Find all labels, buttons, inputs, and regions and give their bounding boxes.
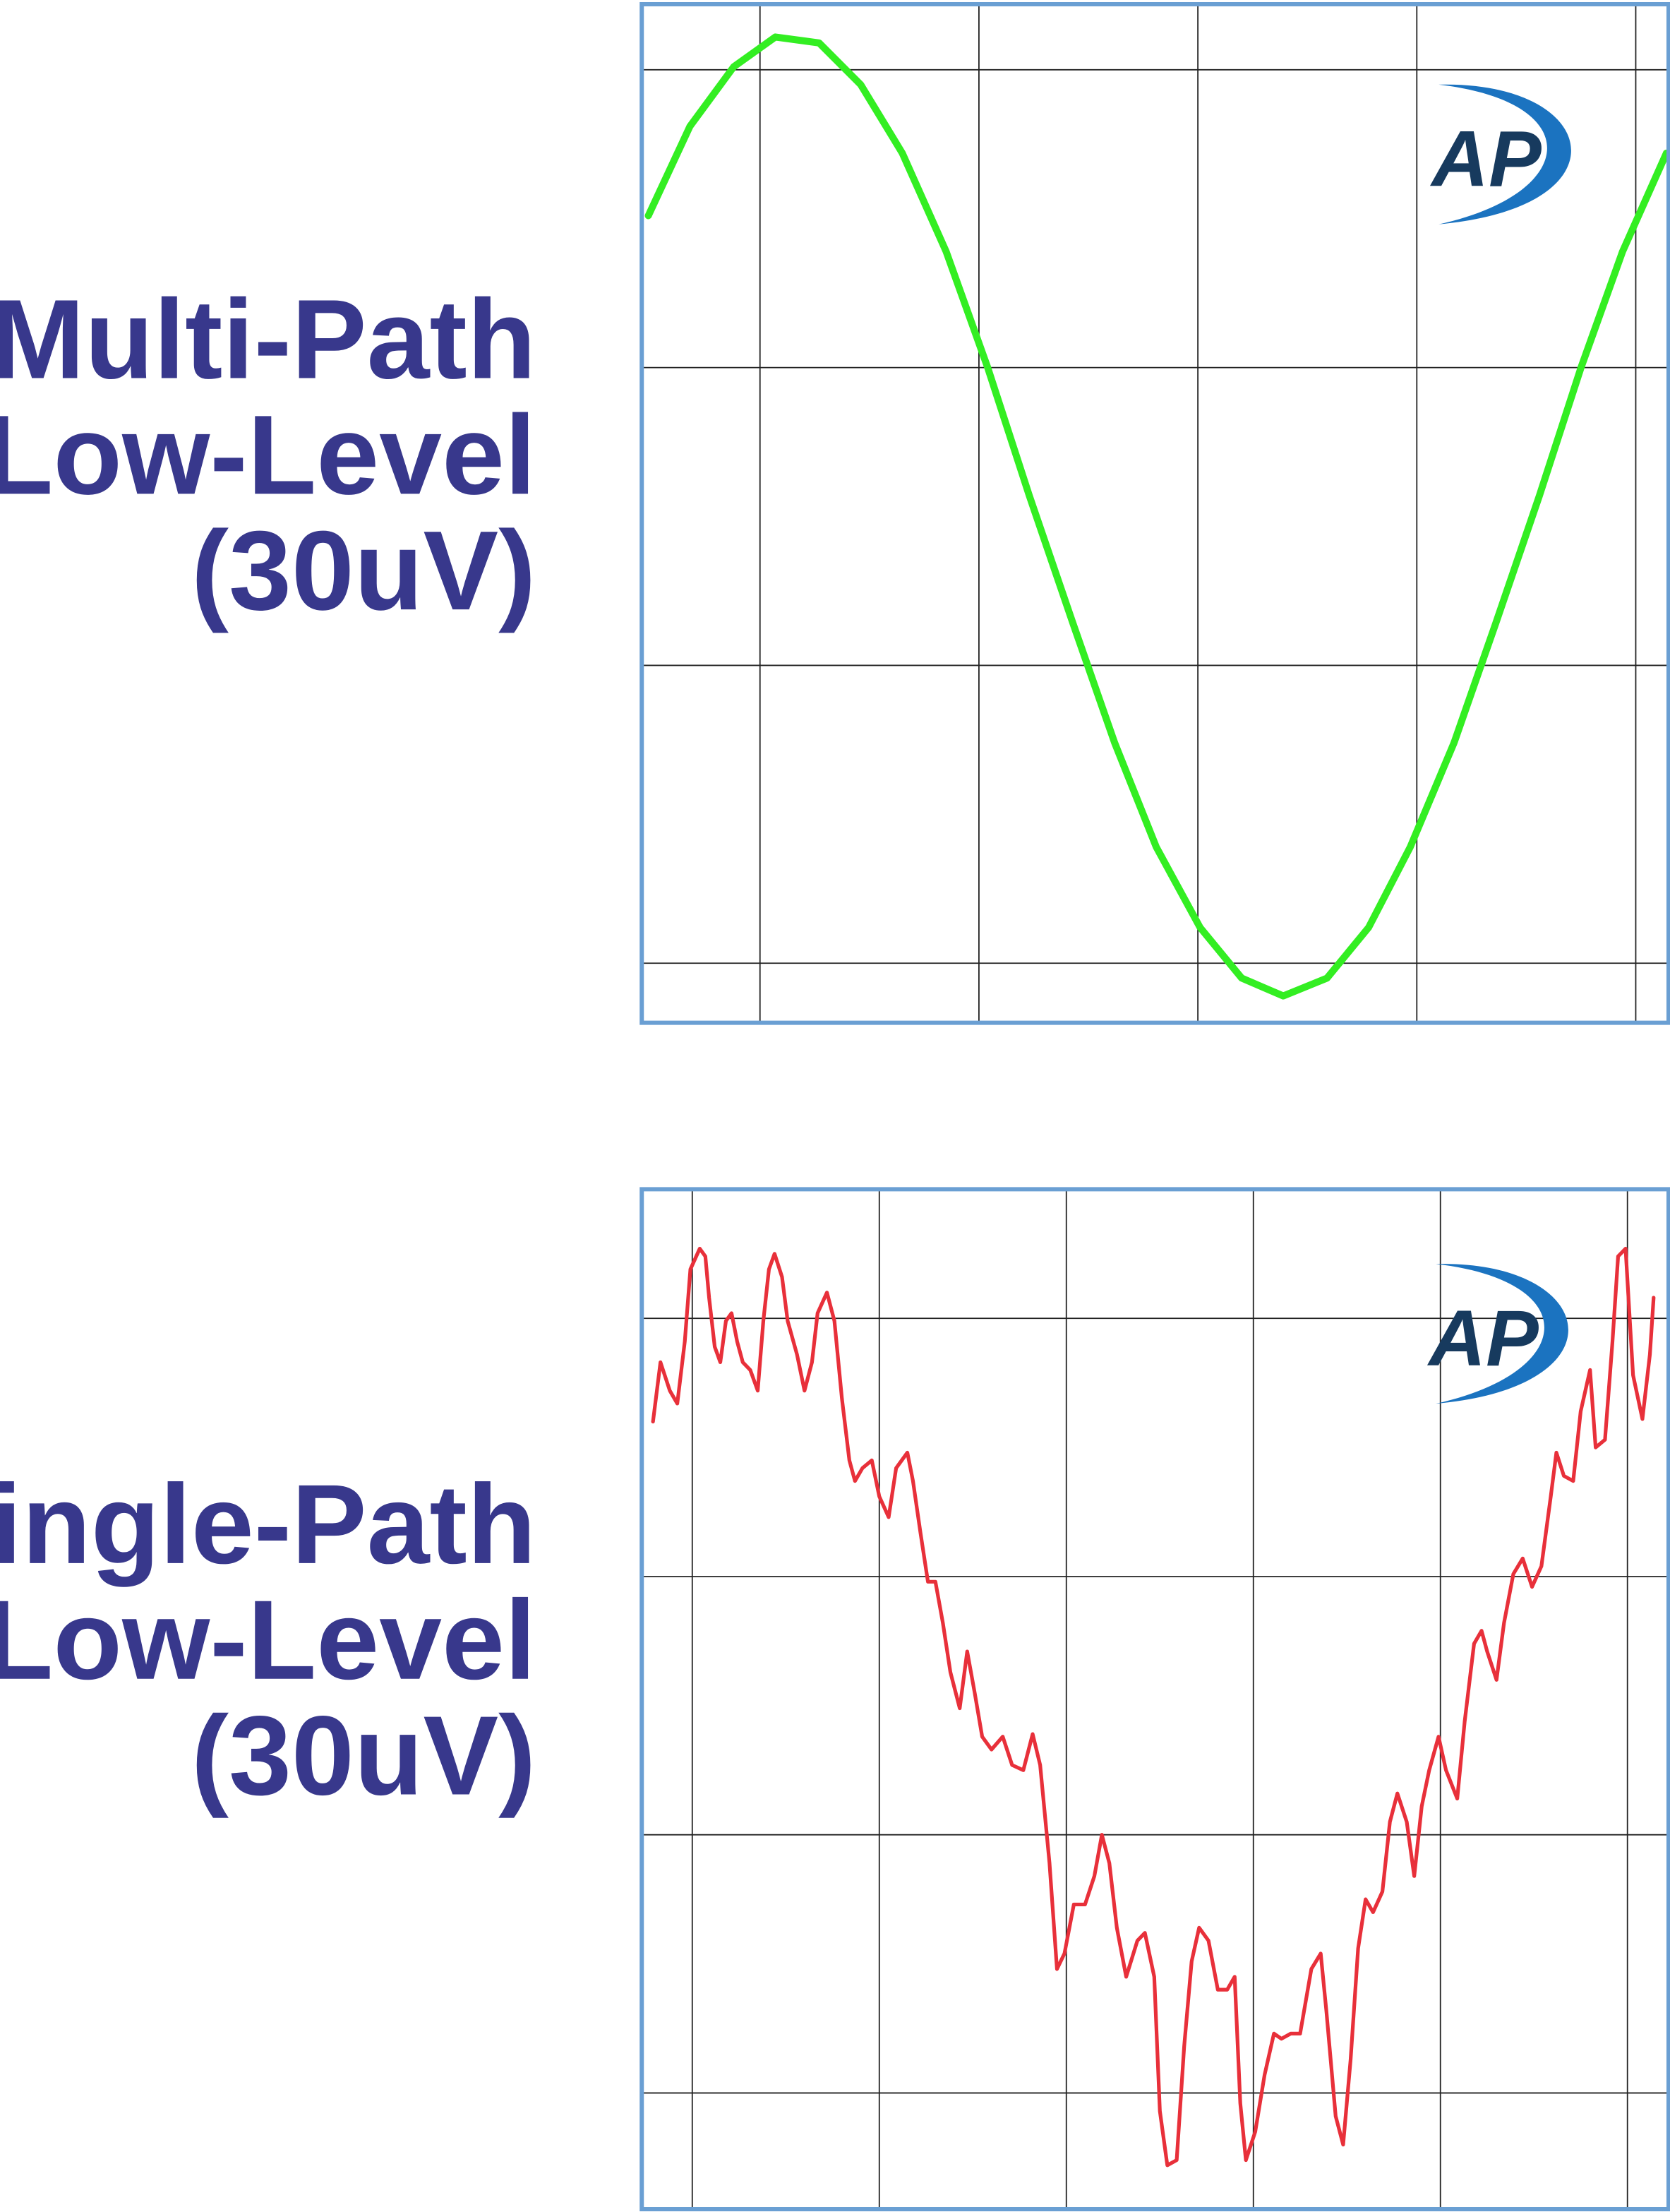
trace-line [651,1246,1656,2168]
chart-label: (30uV) [191,1692,536,1819]
logo-swoosh [1436,1264,1568,1404]
plot-frame [639,1187,1670,2212]
chart-label: Low-Level [0,391,536,518]
logo-text: AP [1426,1294,1539,1382]
logo-text: AP [1429,115,1542,203]
plot-frame [639,1,1670,1025]
logo: AP [1426,1264,1568,1404]
plot-background [642,4,1669,1023]
trace-line [644,33,1670,1000]
chart-label: (30uV) [191,507,536,633]
chart-label: Low-Level [0,1577,536,1703]
chart-label: Multi-Path [0,275,536,402]
chart-label: Single-Path [0,1461,536,1587]
logo: AP [1429,84,1571,225]
logo-swoosh [1438,84,1571,225]
